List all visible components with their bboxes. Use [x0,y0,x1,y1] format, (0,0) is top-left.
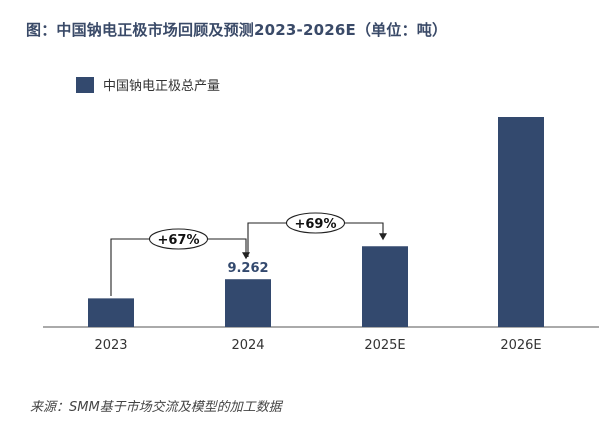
growth-label: +67% [157,233,199,248]
growth-pill [148,228,209,250]
bar-2025E [362,246,408,327]
legend: 中国钠电正极总产量 [76,75,220,94]
growth-pill [285,212,346,234]
legend-label: 中国钠电正极总产量 [103,79,221,94]
legend-swatch [76,76,94,93]
x-tick-label: 2023 [94,338,127,353]
data-label: 9.262 [227,261,268,276]
x-tick-label: 2026E [500,338,541,353]
bar-2024 [225,279,271,327]
growth-arrow-head [379,233,387,241]
bar-2026E [498,117,544,327]
x-tick-label: 2024 [231,338,264,353]
growth-arrow-head [242,252,250,260]
growth-annotation: +69% [247,212,387,257]
chart-title: 图：中国钠电正极市场回顾及预测2023-2026E（单位：吨） [26,21,448,39]
bar-2023 [88,298,134,327]
source-note: 来源：SMM基于市场交流及模型的加工数据 [30,400,282,415]
x-tick-label: 2025E [364,338,405,353]
growth-label: +69% [294,217,336,232]
growth-annotation: +67% [110,228,250,296]
